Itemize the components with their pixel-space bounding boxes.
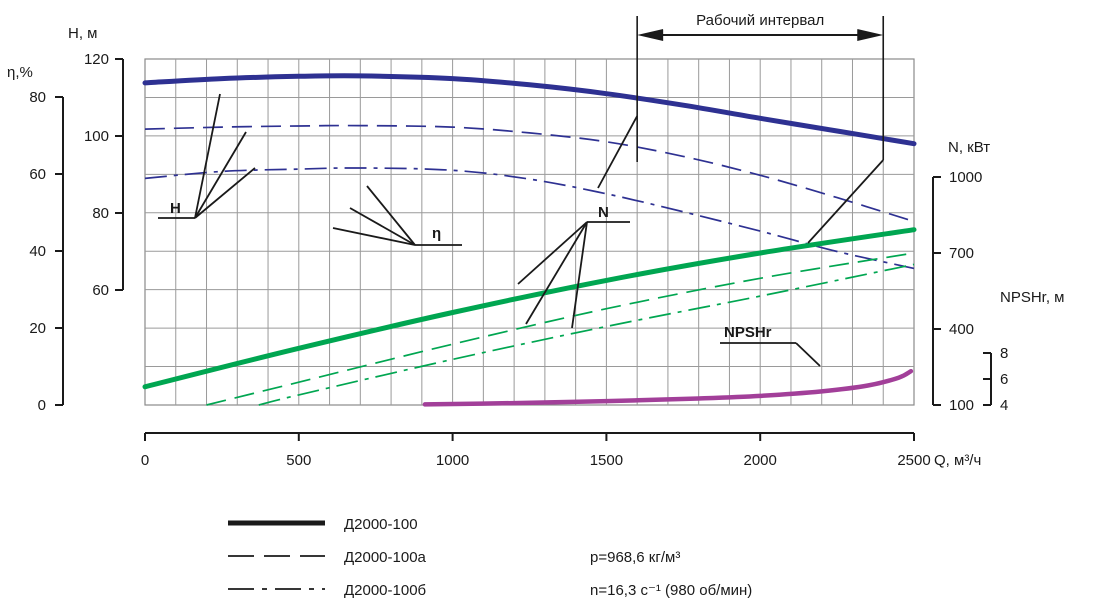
n-curve-dashdot: [258, 263, 915, 406]
eta-callout-leader: [366, 185, 416, 246]
working-range-label-bg: [663, 8, 858, 30]
n-callout-leader: [525, 221, 588, 325]
n-tick-label: 1000: [949, 169, 982, 186]
eta-tick-label: 60: [29, 166, 46, 183]
x-tick-label: 1500: [590, 452, 623, 469]
working-range-arrowhead-left: [637, 29, 664, 41]
n-curve-dashed: [206, 252, 915, 406]
npsh-curve-solid: [422, 368, 914, 407]
plot-frame: [144, 58, 915, 406]
npsh-tick-label: 8: [1000, 345, 1008, 362]
density-note: p=968,6 кг/м³: [590, 549, 680, 566]
eta-tick-label: 0: [38, 397, 46, 414]
h-tick-label: 100: [84, 128, 109, 145]
x-tick-label: 2500: [897, 452, 930, 469]
x-tick-label: 500: [286, 452, 311, 469]
npsh-tick-label: 6: [1000, 371, 1008, 388]
n-curve-solid: [142, 227, 917, 390]
eta-callout-label: η: [432, 225, 441, 242]
h-tick-label: 80: [92, 205, 109, 222]
npsh-tick-label: 4: [1000, 397, 1008, 414]
working-range-h-leader: [807, 159, 884, 244]
n-tick-label: 400: [949, 321, 974, 338]
x-tick-label: 0: [141, 452, 149, 469]
callout-leaders: [158, 8, 885, 367]
h-tick-label: 60: [92, 282, 109, 299]
h-callout-leader: [194, 93, 221, 219]
n-callout-label: N: [598, 204, 609, 221]
n-callout-leader: [517, 221, 588, 285]
axes: 0 500 1000 1500 2000 2500 Q, м³/ч 80 60 40 20 0 η,% 1…: [7, 25, 1065, 469]
npsh-callout-leader: [795, 342, 821, 367]
npsh-axis-title: NPSHr, м: [1000, 289, 1065, 306]
working-range-label: Рабочий интервал: [696, 12, 824, 29]
legend-label: Д2000-100б: [344, 582, 426, 599]
eta-tick-label: 80: [29, 89, 46, 106]
x-axis-title: Q, м³/ч: [934, 452, 981, 469]
eta-callout-leader: [332, 227, 416, 246]
working-range-n-leader: [597, 115, 638, 189]
x-tick-label: 1000: [436, 452, 469, 469]
working-range-arrowhead-right: [857, 29, 884, 41]
legend-label: Д2000-100: [344, 516, 418, 533]
eta-tick-label: 20: [29, 320, 46, 337]
h-callout-label: H: [170, 200, 181, 217]
eta-axis-title: η,%: [7, 64, 33, 81]
eta-tick-label: 40: [29, 243, 46, 260]
x-tick-label: 2000: [744, 452, 777, 469]
h-curve-dashed: [144, 124, 915, 223]
h-callout-leader: [194, 167, 256, 219]
legend-label: Д2000-100а: [344, 549, 427, 566]
npsh-callout-label: NPSHr: [724, 324, 772, 341]
h-callout-leader: [194, 131, 247, 219]
eta-callout-leader: [349, 207, 416, 246]
h-curve-dashdot: [144, 167, 915, 270]
n-axis-title: N, кВт: [948, 139, 990, 156]
grid: [144, 58, 915, 406]
curves: [142, 73, 917, 407]
n-tick-label: 100: [949, 397, 974, 414]
labels: Рабочий интервал Hη N NPSHr: [170, 12, 824, 341]
h-axis-title: H, м: [68, 25, 97, 42]
n-callout-leader: [571, 221, 588, 329]
h-curve-solid: [142, 73, 917, 147]
n-tick-label: 700: [949, 245, 974, 262]
legend: Д2000-100 Д2000-100а Д2000-100б p=968,6 кг/…: [228, 516, 752, 599]
h-tick-label: 120: [84, 51, 109, 68]
speed-note: n=16,3 с⁻¹ (980 об/мин): [590, 582, 752, 599]
